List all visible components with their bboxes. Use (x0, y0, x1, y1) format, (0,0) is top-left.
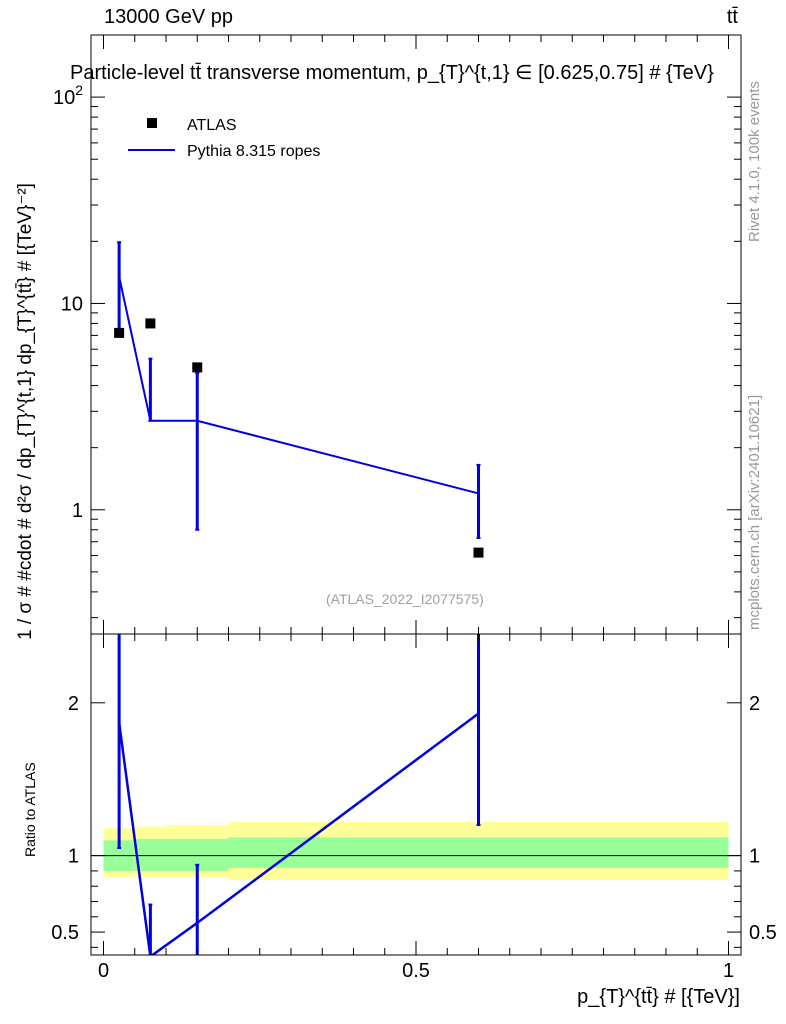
main-y-tick-label: 10 (61, 293, 83, 315)
ratio-y-tick-label: 0.5 (51, 922, 79, 944)
legend-atlas-marker (147, 118, 157, 128)
main-y-tick-label: 102 (53, 82, 83, 109)
ratio-plot-series (117, 634, 481, 955)
atlas-data-point (145, 318, 156, 329)
x-axis-label: p_{T}^{tt̄} # [{TeV}] (577, 986, 740, 1008)
main-y-tick-label: 1 (72, 500, 83, 522)
ratio-y-axis-label: Ratio to ATLAS (22, 762, 38, 857)
legend-pythia-label: Pythia 8.315 ropes (187, 143, 320, 160)
legend-atlas-label: ATLAS (187, 117, 237, 134)
ratio-y-tick-label-right: 0.5 (749, 922, 777, 944)
atlas-data-point (114, 327, 125, 338)
green-band-3 (228, 837, 729, 868)
green-band-1 (134, 838, 166, 871)
ratio-y-tick-label: 2 (68, 693, 79, 715)
x-tick-label: 1 (723, 960, 734, 982)
x-tick-label: 0 (98, 960, 109, 982)
x-tick-label: 0.5 (402, 960, 430, 982)
ratio-y-tick-label: 1 (68, 846, 79, 868)
process-label: tt̄ (726, 6, 738, 28)
atlas-data-point (473, 547, 484, 558)
ratio-plot-frame (90, 633, 742, 956)
main-plot-series (114, 241, 484, 558)
chart-title: Particle-level tt̄ transverse momentum, … (70, 62, 714, 84)
legend: ATLAS Pythia 8.315 ropes (128, 117, 320, 160)
atlas-data-point (192, 362, 203, 373)
ratio-y-tick-label-right: 1 (749, 846, 760, 868)
ratio-y-tick-label-right: 2 (749, 693, 760, 715)
mcplots-source-label: mcplots.cern.ch [arXiv:2401.10621] (746, 394, 763, 630)
plot-axes: 1 10 102 0 0.5 1 0.5 0.5 1 1 2 2 (51, 34, 777, 982)
analysis-id-watermark: (ATLAS_2022_I2077575) (326, 591, 484, 607)
main-y-axis-label: 1 / σ # #cdot # d²σ / dp_{T}^{t,1} dp_{T… (15, 183, 36, 640)
pythia-ratio-line (117, 712, 480, 955)
energy-label: 13000 GeV pp (104, 6, 233, 28)
rivet-version-label: Rivet 4.1.0, 100k events (746, 81, 763, 242)
pythia-main-line (118, 276, 479, 495)
